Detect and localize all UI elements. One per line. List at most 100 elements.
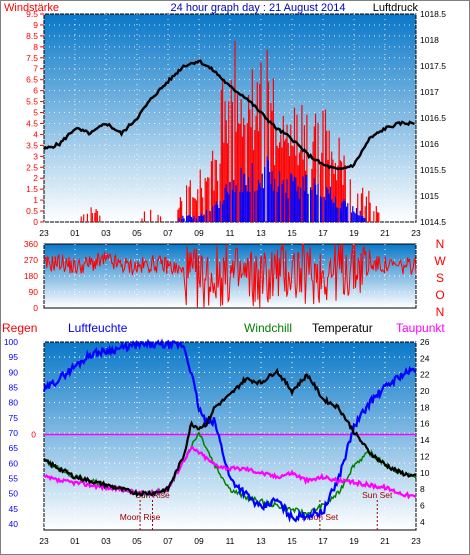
temperature-tick-label: 12 <box>420 451 430 461</box>
temperature-tick-label: 18 <box>420 402 430 412</box>
pressure-tick-label: 1017 <box>420 87 439 97</box>
temperature-tick-label: 8 <box>420 484 425 494</box>
time-tick-label: 03 <box>101 536 111 546</box>
compass-label: N <box>436 237 445 251</box>
pressure-series <box>43 59 415 171</box>
wind-bars <box>80 40 380 222</box>
compass-label: W <box>434 254 446 268</box>
humidity-tick-label: 40 <box>9 519 19 529</box>
wind-tick-label: 3 <box>33 151 38 161</box>
wind-tick-label: 2 <box>33 173 38 183</box>
humidity-tick-label: 70 <box>9 428 19 438</box>
humidity-tick-label: 60 <box>9 458 19 468</box>
humidity-line <box>42 338 417 523</box>
time-tick-label: 21 <box>380 536 390 546</box>
temperature-tick-label: 22 <box>420 370 430 380</box>
time-tick-label: 01 <box>70 228 80 238</box>
temperature-tick-label: 24 <box>420 353 430 363</box>
direction-tick-label: 270 <box>24 255 38 265</box>
humidity-tick-label: 85 <box>9 382 19 392</box>
time-axis-bottom: 23 01 03 05 07 09 11 13 15 17 19 21 23 <box>39 536 421 546</box>
time-tick-label: 01 <box>70 536 80 546</box>
wind-tick-label: 7 <box>33 64 38 74</box>
event-label: Sun Set <box>362 490 393 500</box>
direction-tick-label: 0 <box>33 303 38 313</box>
humidity-tick-label: 45 <box>9 504 19 514</box>
wind-tick-label: 1.5 <box>26 184 38 194</box>
humidity-tick-label: 50 <box>9 489 19 499</box>
time-tick-label: 23 <box>411 536 421 546</box>
legend-luftfeuchte: Luftfeuchte <box>68 321 128 335</box>
time-tick-label: 05 <box>132 228 142 238</box>
wind-tick-label: 4 <box>33 129 38 139</box>
luftdruck-label: Luftdruck <box>373 2 419 14</box>
direction-tick-label: 90 <box>29 287 39 297</box>
time-tick-label: 09 <box>194 536 204 546</box>
direction-tick-label: 360 <box>24 239 38 249</box>
legend-windchill: Windchill <box>244 321 292 335</box>
direction-tick-label: 180 <box>24 271 38 281</box>
time-tick-label: 17 <box>318 536 328 546</box>
legend-temperatur: Temperatur <box>312 321 373 335</box>
windstaerke-label: Windstärke <box>4 2 59 14</box>
temperature-axis: 26 24 22 20 18 16 14 12 10 8 6 4 <box>420 337 430 527</box>
wind-tick-label: 6.5 <box>26 75 38 85</box>
humidity-temperature-plot <box>43 341 417 531</box>
time-tick-label: 11 <box>226 536 235 546</box>
time-axis-top: 23 01 03 05 07 09 11 13 15 17 19 21 23 <box>39 228 421 238</box>
wind-tick-label: 5.5 <box>26 97 38 107</box>
time-tick-label: 03 <box>101 228 111 238</box>
temperature-tick-label: 10 <box>420 468 430 478</box>
legend-taupunkt: Taupunkt <box>396 321 445 335</box>
wind-tick-label: 6 <box>33 86 38 96</box>
wind-tick-label: 8.5 <box>26 31 38 41</box>
humidity-tick-label: 95 <box>9 352 19 362</box>
pressure-tick-label: 1015 <box>420 191 439 201</box>
compass-label: O <box>435 288 444 302</box>
wind-tick-label: 9 <box>33 20 38 30</box>
time-tick-label: 21 <box>380 228 390 238</box>
temperature-tick-label: 16 <box>420 419 430 429</box>
temperature-tick-label: 20 <box>420 386 430 396</box>
humidity-tick-label: 75 <box>9 413 19 423</box>
wind-tick-label: 0.5 <box>26 206 38 216</box>
pressure-line <box>43 59 415 171</box>
temperature-humidity-series <box>42 338 417 523</box>
pressure-tick-label: 1016.5 <box>420 113 446 123</box>
time-tick-label: 09 <box>194 228 204 238</box>
wind-tick-label: 5 <box>33 108 38 118</box>
compass-label: S <box>436 271 444 285</box>
wind-tick-label: 1 <box>33 195 38 205</box>
time-tick-label: 23 <box>411 228 421 238</box>
event-label: Moon Rise <box>120 512 161 522</box>
temperature-tick-label: 14 <box>420 435 430 445</box>
time-tick-label: 07 <box>163 228 173 238</box>
pressure-tick-label: 1014.5 <box>420 217 446 227</box>
pressure-tick-label: 1016 <box>420 139 439 149</box>
temperature-line <box>43 367 417 498</box>
humidity-tick-label: 65 <box>9 443 19 453</box>
wind-direction-line <box>43 243 417 309</box>
time-tick-label: 17 <box>318 228 328 238</box>
wind-tick-label: 0 <box>33 217 38 227</box>
graph-title: 24 hour graph day : 21 August 2014 <box>171 2 346 14</box>
time-tick-label: 19 <box>349 536 359 546</box>
direction-axis: 360 270 180 90 0 <box>24 239 38 313</box>
pressure-tick-label: 1018.5 <box>420 9 446 19</box>
time-tick-label: 19 <box>349 228 359 238</box>
time-tick-label: 15 <box>287 228 297 238</box>
wind-tick-label: 9.5 <box>26 9 38 19</box>
humidity-axis: 100 95 90 85 80 75 70 65 60 55 50 45 40 0 <box>4 337 36 529</box>
wind-tick-label: 2.5 <box>26 162 38 172</box>
wind-tick-label: 7.5 <box>26 53 38 63</box>
time-tick-label: 11 <box>226 228 235 238</box>
compass-label: N <box>436 305 445 319</box>
wind-tick-label: 4.5 <box>26 118 38 128</box>
wind-speed-axis: 00.511.522.533.544.555.566.577.588.599.5 <box>26 9 44 227</box>
time-tick-label: 07 <box>163 536 173 546</box>
temperature-tick-label: 6 <box>420 500 425 510</box>
dewpoint-line <box>43 446 417 500</box>
time-tick-label: 23 <box>39 536 49 546</box>
